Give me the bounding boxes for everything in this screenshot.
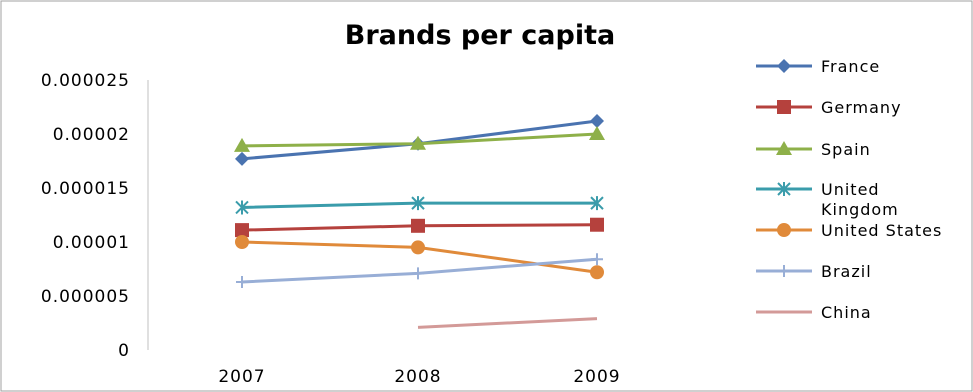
x-tick-label: 2008: [394, 367, 441, 387]
data-point: [411, 219, 425, 233]
legend-label: Germany: [821, 98, 902, 117]
legend-label: France: [821, 57, 880, 76]
y-tick-label: 0: [118, 341, 130, 361]
y-tick-label: 0.000025: [41, 71, 130, 91]
x-tick-label: 2007: [218, 367, 265, 387]
y-tick-label: 0.000005: [41, 287, 130, 307]
data-point: [411, 240, 425, 254]
legend-marker: [777, 100, 791, 114]
data-point: [590, 265, 604, 279]
legend-label: Spain: [821, 140, 871, 159]
legend-marker: [777, 223, 791, 237]
y-tick-label: 0.000015: [41, 179, 130, 199]
x-tick-label: 2009: [573, 367, 620, 387]
y-tick-label: 0.00001: [53, 233, 130, 253]
legend-label: China: [821, 303, 872, 322]
legend-label: Brazil: [821, 262, 872, 281]
legend-label: United States: [821, 221, 942, 240]
chart-title: Brands per capita: [345, 20, 615, 51]
data-point: [235, 235, 249, 249]
data-point: [590, 218, 604, 232]
y-tick-label: 0.00002: [53, 125, 130, 145]
